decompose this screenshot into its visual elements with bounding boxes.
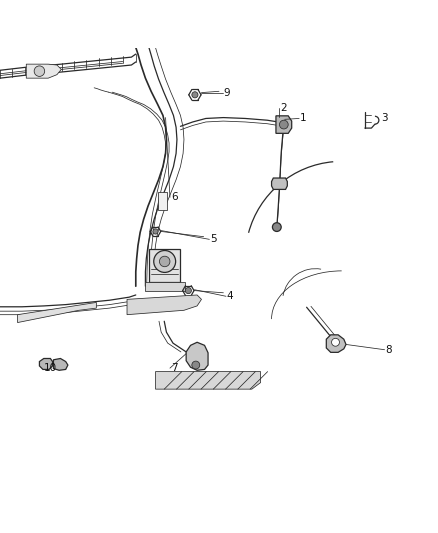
Text: 2: 2: [280, 103, 287, 113]
Polygon shape: [53, 359, 68, 370]
Text: 10: 10: [44, 363, 57, 373]
Text: 3: 3: [381, 114, 388, 124]
Circle shape: [192, 361, 200, 369]
Polygon shape: [26, 64, 61, 78]
Circle shape: [332, 338, 339, 346]
Text: 9: 9: [223, 88, 230, 99]
Polygon shape: [326, 335, 346, 352]
Polygon shape: [272, 178, 287, 189]
Text: 7: 7: [171, 363, 177, 373]
Polygon shape: [127, 295, 201, 314]
Polygon shape: [39, 359, 53, 369]
Polygon shape: [186, 342, 208, 370]
Polygon shape: [155, 372, 261, 389]
Circle shape: [279, 120, 288, 129]
Circle shape: [34, 66, 45, 76]
Text: 4: 4: [227, 291, 233, 301]
Circle shape: [154, 251, 176, 272]
FancyBboxPatch shape: [149, 249, 180, 282]
Circle shape: [153, 229, 158, 234]
FancyBboxPatch shape: [158, 192, 167, 209]
Circle shape: [159, 256, 170, 266]
Circle shape: [192, 92, 198, 98]
Text: 5: 5: [210, 235, 217, 244]
Text: 6: 6: [171, 192, 177, 203]
Circle shape: [272, 223, 281, 231]
Polygon shape: [18, 302, 96, 322]
Text: 8: 8: [385, 345, 392, 355]
Circle shape: [185, 287, 191, 294]
Text: 1: 1: [300, 114, 307, 124]
Polygon shape: [276, 116, 292, 133]
Polygon shape: [145, 282, 185, 290]
